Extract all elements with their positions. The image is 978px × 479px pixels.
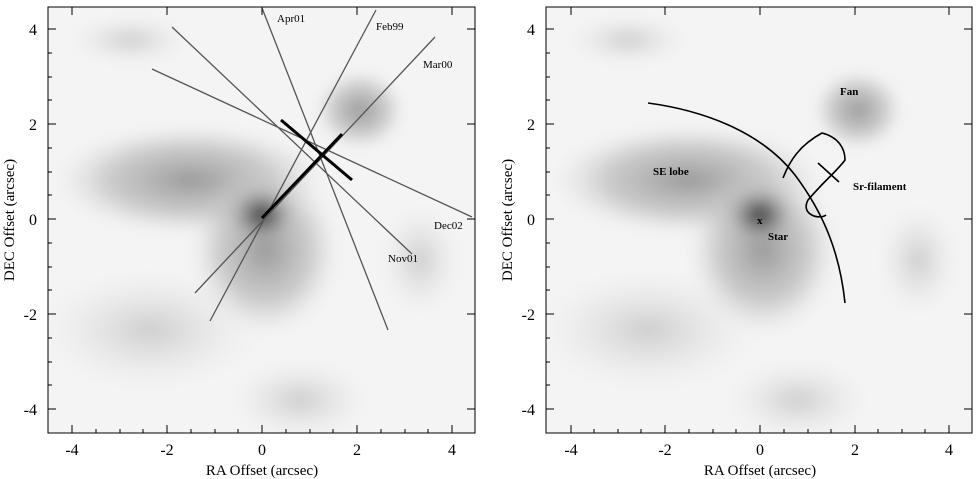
label-apr01: Apr01 xyxy=(277,13,305,25)
slit-line-feb99-dec02 xyxy=(171,26,413,255)
right-xtick-label: 0 xyxy=(756,442,764,459)
slit-line-dec02 xyxy=(151,68,473,218)
left-xtick-label: 2 xyxy=(353,442,361,459)
right-y-axis-label: DEC Offset (arcsec) xyxy=(500,159,516,281)
label-sr-filament: Sr-filament xyxy=(853,181,907,193)
right-xtick-label: -4 xyxy=(564,442,577,459)
thick-segment-ne xyxy=(260,132,344,220)
label-mar00: Mar00 xyxy=(423,59,453,71)
slit-line-mar00 xyxy=(194,36,436,294)
label-fan: Fan xyxy=(840,86,858,98)
label-feb99: Feb99 xyxy=(376,21,404,33)
right-xtick-label: 2 xyxy=(851,442,859,459)
right-plot-frame xyxy=(545,6,973,434)
label-dec02: Dec02 xyxy=(434,220,463,232)
left-x-ticks xyxy=(71,7,453,433)
left-slit-lines xyxy=(151,7,473,331)
right-xtick-label: -2 xyxy=(658,442,671,459)
left-ytick-label: 2 xyxy=(29,117,37,134)
sr-filament-outline xyxy=(782,132,846,218)
star-marker: x xyxy=(757,215,763,227)
right-ytick-label: -2 xyxy=(522,307,535,324)
left-xtick-label: -4 xyxy=(65,442,78,459)
right-xtick-label: 4 xyxy=(945,442,953,459)
right-x-ticks xyxy=(570,7,950,433)
left-x-axis-label: RA Offset (arcsec) xyxy=(206,463,318,479)
left-thick-segments xyxy=(260,118,353,220)
thick-segment-cross xyxy=(280,118,353,182)
label-se-lobe: SE lobe xyxy=(653,166,689,178)
left-y-axis-label: DEC Offset (arcsec) xyxy=(2,159,18,281)
label-star: Star xyxy=(768,231,788,243)
right-panel: Fan SE lobe Sr-filament x Star xyxy=(500,6,973,479)
left-xtick-label: 4 xyxy=(448,442,456,459)
left-ytick-label: -2 xyxy=(24,307,37,324)
label-nov01: Nov01 xyxy=(388,253,418,265)
right-y-ticks xyxy=(546,28,972,410)
slit-line-feb99 xyxy=(209,9,377,322)
right-nebula-image xyxy=(546,15,958,433)
right-x-axis-label: RA Offset (arcsec) xyxy=(704,463,816,479)
left-ytick-label: 4 xyxy=(29,22,37,39)
left-xtick-label: -2 xyxy=(160,442,173,459)
left-nebula-image xyxy=(48,15,460,433)
left-y-ticks xyxy=(48,28,475,410)
slit-line-apr01 xyxy=(261,7,389,331)
sr-filament-pointer xyxy=(817,162,840,183)
left-ytick-label: -4 xyxy=(24,402,37,419)
left-panel: Apr01 Feb99 Mar00 Dec02 Nov01 xyxy=(2,6,476,479)
left-xtick-label: 0 xyxy=(258,442,266,459)
right-ytick-label: 2 xyxy=(527,117,535,134)
right-ytick-label: -4 xyxy=(522,402,535,419)
se-lobe-outline-arc xyxy=(647,102,846,304)
left-ytick-label: 0 xyxy=(29,212,37,229)
right-ytick-label: 4 xyxy=(527,22,535,39)
right-ytick-label: 0 xyxy=(527,212,535,229)
